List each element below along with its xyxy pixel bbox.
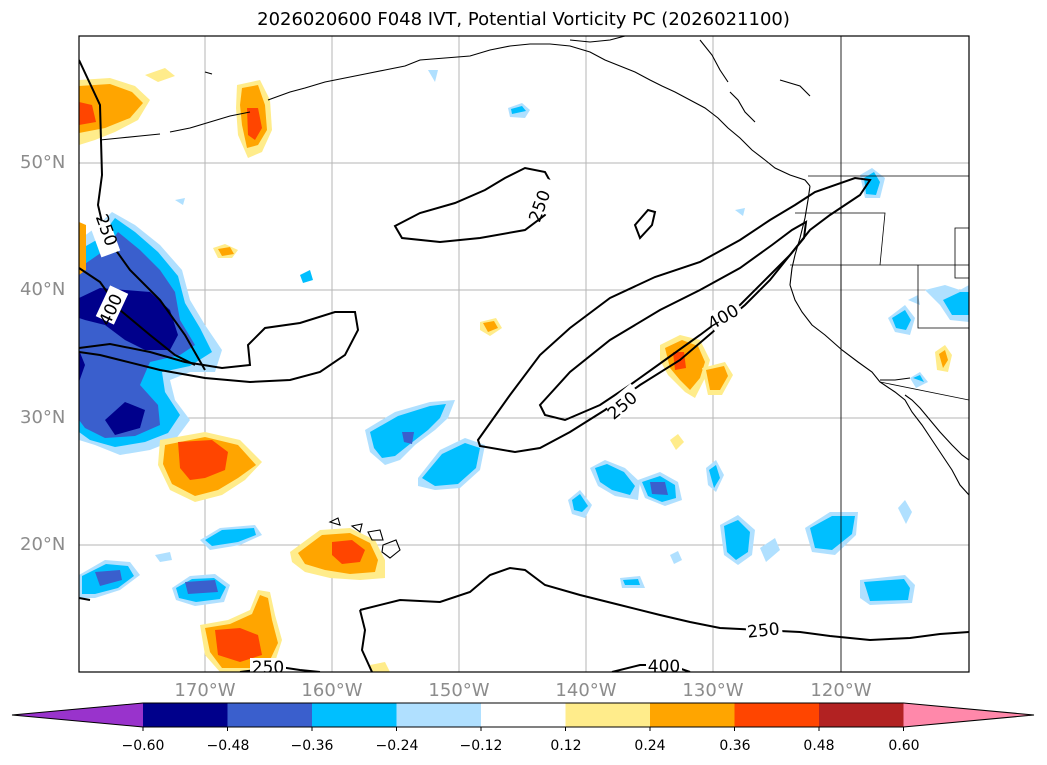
colorbar-segment bbox=[565, 703, 651, 727]
lat-label-20n: 20°N bbox=[20, 534, 66, 555]
colorbar-segment bbox=[481, 703, 566, 727]
lon-label-160w: 160°W bbox=[301, 680, 363, 701]
colorbar-tick-label: 0.12 bbox=[550, 738, 582, 754]
colorbar-extend-min bbox=[12, 703, 143, 727]
colorbar-segment bbox=[734, 703, 820, 727]
lon-label-130w: 130°W bbox=[682, 680, 744, 701]
colorbar-extend-max bbox=[903, 703, 1034, 727]
lat-label-30n: 30°N bbox=[20, 407, 66, 428]
colorbar-tick-label: −0.12 bbox=[459, 738, 503, 754]
contour-labels: 250 250 400 400 250 250 250 400 bbox=[89, 176, 783, 678]
plot-border bbox=[78, 35, 970, 673]
colorbar-segment bbox=[143, 703, 228, 727]
pv-negative-west-south bbox=[79, 525, 262, 606]
pv-positive-central-west bbox=[158, 432, 385, 672]
colorbar-segment bbox=[312, 703, 397, 727]
colorbar-segment bbox=[819, 703, 904, 727]
pv-positive-east bbox=[370, 318, 952, 672]
colorbar-tick-label: 0.48 bbox=[803, 738, 835, 754]
pv-negative-north bbox=[175, 70, 969, 388]
lon-label-170w: 170°W bbox=[174, 680, 236, 701]
hawaii-islands bbox=[328, 517, 401, 559]
coastline-west-us bbox=[789, 185, 969, 496]
contour-label-250-bottom: 250 bbox=[252, 658, 284, 678]
lat-label-50n: 50°N bbox=[20, 152, 66, 173]
colorbar-tick-label: 0.60 bbox=[888, 738, 920, 754]
colorbar-tick-label: 0.36 bbox=[719, 738, 751, 754]
pv-negative-central bbox=[365, 400, 915, 605]
colorbar-segment bbox=[227, 703, 313, 727]
plot-area bbox=[79, 36, 969, 672]
map-title: 2026020600 F048 IVT, Potential Vorticity… bbox=[257, 9, 790, 30]
colorbar-tick-label: −0.60 bbox=[121, 738, 165, 754]
lat-label-40n: 40°N bbox=[20, 279, 66, 300]
lon-label-150w: 150°W bbox=[428, 680, 490, 701]
lon-label-140w: 140°W bbox=[555, 680, 617, 701]
coastline-north bbox=[99, 36, 811, 187]
colorbar bbox=[11, 702, 1035, 731]
colorbar-tick-label: 0.24 bbox=[634, 738, 666, 754]
colorbar-tick-label: −0.48 bbox=[206, 738, 250, 754]
contour-label-250-south: 250 bbox=[746, 619, 780, 642]
colorbar-tick-label: −0.36 bbox=[290, 738, 334, 754]
colorbar-segment bbox=[650, 703, 735, 727]
pv-positive-northwest bbox=[79, 68, 272, 275]
state-borders bbox=[790, 36, 969, 672]
contour-label-400-bottom: 400 bbox=[648, 657, 680, 677]
colorbar-segment bbox=[396, 703, 482, 727]
lon-label-120w: 120°W bbox=[810, 680, 872, 701]
colorbar-tick-label: −0.24 bbox=[375, 738, 419, 754]
